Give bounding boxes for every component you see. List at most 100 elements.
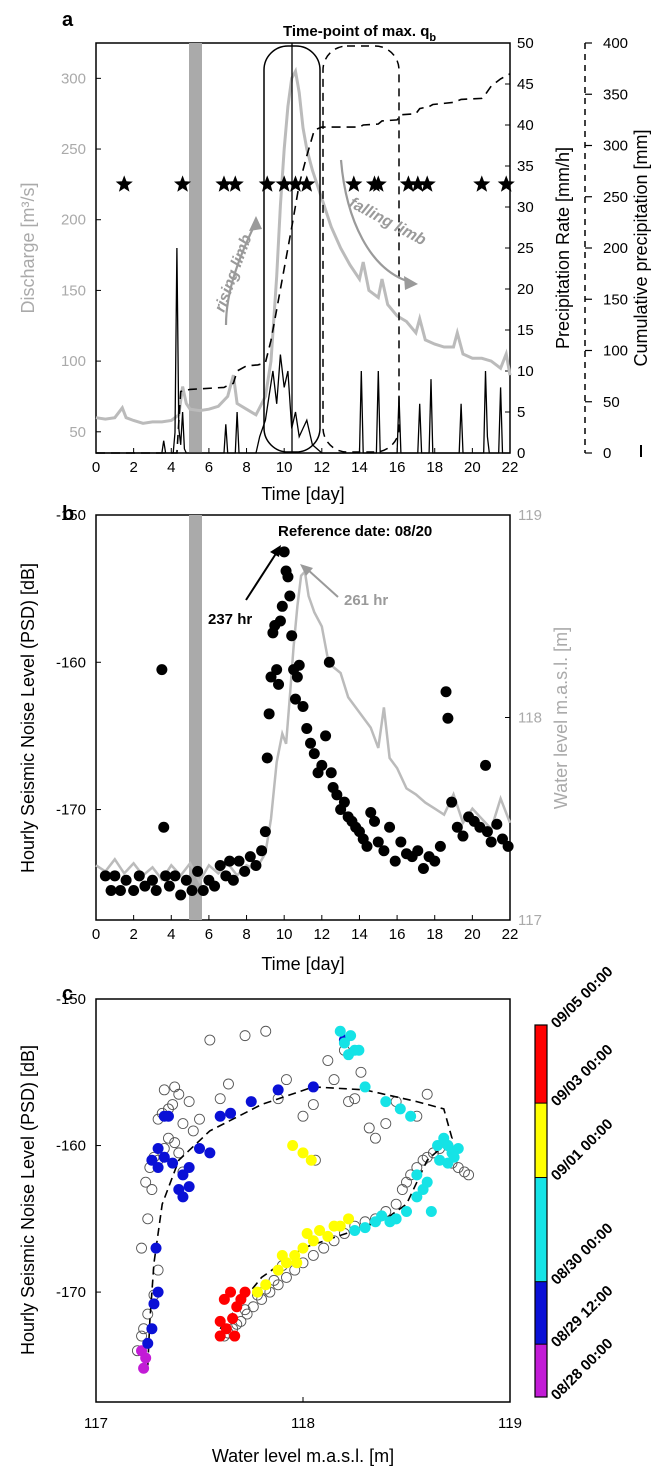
star-marker	[409, 175, 427, 192]
star-marker	[226, 175, 244, 192]
b-seismic-point	[361, 840, 373, 852]
b-seismic-point	[389, 855, 401, 867]
c-colored-point	[245, 1096, 257, 1108]
a-yright1-tick-label: 40	[517, 117, 534, 134]
falling-limb-arrow	[339, 159, 411, 284]
a-yright2-tick-label: 100	[603, 343, 628, 360]
c-colored-point	[148, 1298, 160, 1310]
c-open-point	[247, 1301, 259, 1313]
c-open-point	[158, 1084, 170, 1096]
c-colored-point	[152, 1162, 164, 1174]
b-seismic-point	[239, 865, 251, 877]
c-open-point	[307, 1099, 319, 1110]
b-x-tick-label: 20	[464, 926, 481, 943]
b-seismic-point	[192, 865, 204, 877]
colorbar-segment	[535, 1177, 547, 1282]
b-seismic-point	[481, 826, 493, 838]
a-yleft-tick-label: 100	[61, 353, 86, 370]
a-yright2-tick-label: 0	[603, 445, 611, 462]
panel-a-title-main: Time-point of max. q	[283, 23, 429, 40]
c-open-point	[421, 1151, 433, 1163]
panel-c-trend	[147, 1086, 453, 1366]
panel-a-xlabel: Time [day]	[261, 484, 344, 504]
panel-a-left-ticks: 50 100 150 200 250 300	[61, 70, 101, 441]
c-open-point	[162, 1132, 174, 1144]
panel-c: c 117 118 119 -150 -160 -170 08/28 00:0008/2…	[18, 963, 616, 1466]
c-colored-point	[380, 1096, 392, 1108]
c-colored-point	[272, 1264, 284, 1276]
panel-b-right-ticks: 117 118 119	[505, 507, 542, 929]
rising-limb-arrowhead	[249, 216, 262, 231]
a-yright1-tick-label: 50	[517, 35, 534, 52]
panel-a-shaded-band	[189, 43, 202, 453]
c-open-point	[396, 1184, 408, 1195]
panel-b: b 0 2 4 6 8 10 12 14 16 18 20 22 -150-160-170 11711…	[18, 503, 571, 974]
c-open-point	[173, 1147, 185, 1159]
colorbar-segment	[535, 1103, 547, 1178]
c-colored-point	[194, 1142, 205, 1154]
b-seismic-point	[128, 885, 140, 897]
b-seismic-point	[365, 806, 377, 818]
b-seismic-point	[442, 712, 454, 724]
b-seismic-point	[446, 796, 458, 808]
c-open-point	[169, 1081, 181, 1093]
b-seismic-point	[286, 630, 298, 642]
c-colored-point	[411, 1191, 423, 1203]
b-seismic-point	[395, 836, 407, 848]
c-colored-point	[140, 1352, 152, 1364]
c-colored-point	[204, 1147, 216, 1159]
b-seismic-point	[278, 546, 290, 558]
c-open-point	[307, 1250, 319, 1261]
a-yright2-tick-label: 50	[603, 394, 620, 411]
c-colored-point	[307, 1081, 319, 1093]
panel-c-letter: c	[62, 983, 73, 1005]
c-open-point	[169, 1137, 181, 1149]
panel-c-frame	[95, 998, 511, 1403]
c-colored-point	[229, 1330, 241, 1342]
b-seismic-point	[289, 693, 301, 705]
colorbar-segment	[535, 1281, 547, 1345]
b-seismic-point	[169, 870, 181, 882]
c-colored-point	[138, 1362, 150, 1374]
c-open-point	[318, 1242, 330, 1254]
c-open-point	[272, 1279, 284, 1291]
b-seismic-point	[180, 874, 192, 886]
a-x-tick-label: 0	[92, 459, 100, 476]
panel-c-xlabel: Water level m.a.s.l. [m]	[212, 1446, 394, 1466]
a-x-tick-label: 2	[129, 459, 137, 476]
a-series-cumulative-precipitation-line	[96, 73, 511, 454]
a-series-discharge-line	[95, 66, 512, 425]
star-marker	[215, 175, 233, 192]
c-colored-point	[425, 1205, 437, 1217]
c-colored-point	[448, 1151, 460, 1163]
c-open-point	[142, 1213, 154, 1225]
c-colored-point	[359, 1081, 371, 1093]
panel-b-series	[95, 546, 514, 901]
c-colored-point	[152, 1142, 164, 1154]
colorbar-label: 09/03 00:00	[548, 1041, 617, 1110]
panel-b-left-ticks: -150 -160 -170	[56, 507, 101, 819]
c-open-point	[463, 1169, 475, 1181]
panel-a-right2-ticks: 0 50 100 150 200 250 300 350 400	[585, 35, 628, 462]
b-seismic-point	[480, 759, 492, 771]
b-seismic-point	[301, 723, 313, 735]
b-x-tick-label: 14	[351, 926, 368, 943]
c-open-point	[167, 1099, 179, 1110]
b-seismic-point	[372, 836, 384, 848]
b-yright-tick-label: 118	[518, 710, 542, 727]
b-seismic-point	[369, 815, 381, 827]
c-x-tick-label: 117	[84, 1415, 108, 1432]
c-colored-point	[260, 1279, 272, 1291]
b-seismic-point	[146, 874, 158, 886]
b-yleft-tick-label: -150	[56, 507, 86, 524]
panel-a-series	[95, 66, 512, 454]
c-trend-line	[147, 1086, 453, 1366]
a-series-precipitation-rate-line	[96, 247, 510, 454]
c-open-point	[194, 1113, 205, 1125]
b-x-tick-label: 2	[129, 926, 137, 943]
a-yright1-tick-label: 45	[517, 76, 534, 93]
c-colored-point	[177, 1191, 189, 1203]
panel-a-frame	[95, 42, 511, 454]
rising-limb-label: rising limb	[212, 232, 256, 314]
c-colored-point	[183, 1162, 195, 1174]
